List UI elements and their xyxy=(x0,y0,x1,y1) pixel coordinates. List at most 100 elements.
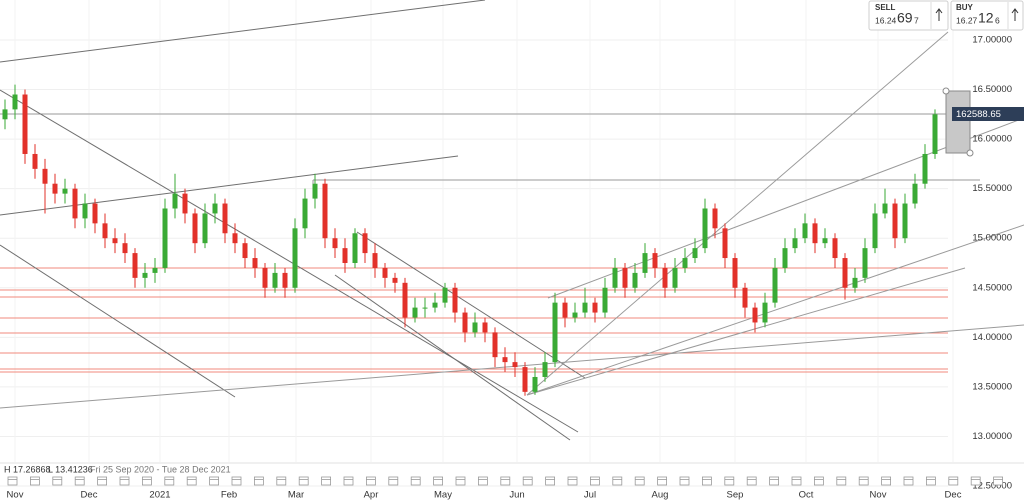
trend-line xyxy=(0,89,579,433)
candle-body xyxy=(192,213,198,244)
buy-label: BUY xyxy=(956,3,974,12)
calendar-icon xyxy=(388,476,399,486)
calendar-icon xyxy=(993,476,1003,486)
candle-body xyxy=(892,203,898,239)
candle-body xyxy=(552,302,558,363)
candle-body xyxy=(72,188,78,219)
calendar-icon xyxy=(769,476,779,486)
candle-body xyxy=(762,302,768,323)
calendar-icon xyxy=(881,476,891,486)
y-tick-label: 15.50000 xyxy=(972,183,1012,194)
calendar-icon xyxy=(298,476,309,486)
candle-body xyxy=(802,223,808,239)
calendar-icon xyxy=(433,476,444,486)
candle-body xyxy=(82,203,88,219)
candle-body xyxy=(322,183,328,239)
calendar-icon xyxy=(97,476,107,486)
x-tick-label: Apr xyxy=(364,490,379,501)
calendar-icon xyxy=(657,476,667,486)
candle-body xyxy=(352,233,358,263)
candle-body xyxy=(722,228,728,259)
candle-body xyxy=(882,203,888,214)
candle-body xyxy=(12,94,18,110)
candle-body xyxy=(932,114,938,154)
candle-body xyxy=(812,223,818,244)
calendar-icon xyxy=(926,476,936,486)
candle-body xyxy=(422,307,428,309)
candle-body xyxy=(412,307,418,318)
candle-body xyxy=(572,312,578,318)
sell-box[interactable]: SELL 16.24 69 7 xyxy=(868,0,949,31)
calendar-icon xyxy=(74,476,85,486)
grid xyxy=(0,0,954,487)
calendar-icon xyxy=(545,476,555,486)
candle-body xyxy=(632,272,638,288)
candle-body xyxy=(682,258,688,268)
calendar-icon xyxy=(903,476,914,486)
candle-body xyxy=(202,213,208,244)
candle-body xyxy=(432,302,438,308)
sell-price-big: 69 xyxy=(897,10,913,26)
calendar-icon xyxy=(679,476,690,486)
calendar-icon xyxy=(948,476,959,486)
rectangle-tool xyxy=(945,90,971,154)
trend-line xyxy=(526,267,966,396)
trend-line xyxy=(526,31,949,396)
candle-body xyxy=(122,243,128,254)
candle-body xyxy=(772,267,778,303)
candle-body xyxy=(532,376,538,392)
trend-line xyxy=(0,324,1024,409)
x-tick-label: Nov xyxy=(870,490,887,501)
calendar-icon xyxy=(590,476,600,486)
trend-line xyxy=(334,274,571,441)
candle-body xyxy=(782,248,788,268)
candle-body xyxy=(292,228,298,288)
candle-body xyxy=(62,188,68,194)
candle-body xyxy=(692,248,698,259)
calendar-icon xyxy=(119,476,130,486)
candle-body xyxy=(472,322,478,333)
candle-body xyxy=(342,248,348,263)
x-tick-label: Jun xyxy=(509,490,524,501)
candle-body xyxy=(242,243,248,259)
calendar-icon xyxy=(634,476,645,486)
y-tick-label: 16.50000 xyxy=(972,84,1012,95)
candle-body xyxy=(162,208,168,268)
axes: 12.50000 13.00000 13.50000 14.00000 14.50000… xyxy=(0,35,1024,501)
candle-body xyxy=(592,302,598,313)
candle-body xyxy=(912,183,918,204)
candle-body xyxy=(852,277,858,288)
calendar-icon xyxy=(724,476,735,486)
candle-body xyxy=(872,213,878,249)
candle-body xyxy=(742,287,748,308)
candle-body xyxy=(542,362,548,377)
candle-body xyxy=(502,357,508,363)
sell-button[interactable] xyxy=(868,0,949,31)
x-tick-label: Feb xyxy=(221,490,237,501)
candle-body xyxy=(102,223,108,239)
candle-body xyxy=(712,208,718,229)
candle-body xyxy=(92,203,98,224)
candle-body xyxy=(332,238,338,249)
last-price-label: 162588.65 xyxy=(956,109,1001,120)
info-range: Fri 25 Sep 2020 - Tue 28 Dec 2021 xyxy=(90,464,231,474)
x-tick-label: Oct xyxy=(799,490,814,501)
candle-body xyxy=(222,203,228,234)
calendar-icon xyxy=(746,476,757,486)
candle-body xyxy=(842,258,848,288)
y-tick-label: 14.00000 xyxy=(972,332,1012,343)
calendar-icon xyxy=(343,476,354,486)
candle-body xyxy=(272,272,278,288)
buy-box[interactable]: BUY 16.27 12 6 xyxy=(950,0,1024,31)
y-tick-label: 13.00000 xyxy=(972,431,1012,442)
calendar-icon xyxy=(321,476,332,486)
y-tick-label: 15.00000 xyxy=(972,233,1012,244)
x-tick-label: Jul xyxy=(584,490,596,501)
candle-body xyxy=(362,233,368,254)
x-tick-label: May xyxy=(434,490,452,501)
calendar-icon xyxy=(209,476,220,486)
sell-label: SELL xyxy=(875,3,896,12)
buy-button[interactable] xyxy=(950,0,1024,31)
y-tick-label: 13.50000 xyxy=(972,381,1012,392)
